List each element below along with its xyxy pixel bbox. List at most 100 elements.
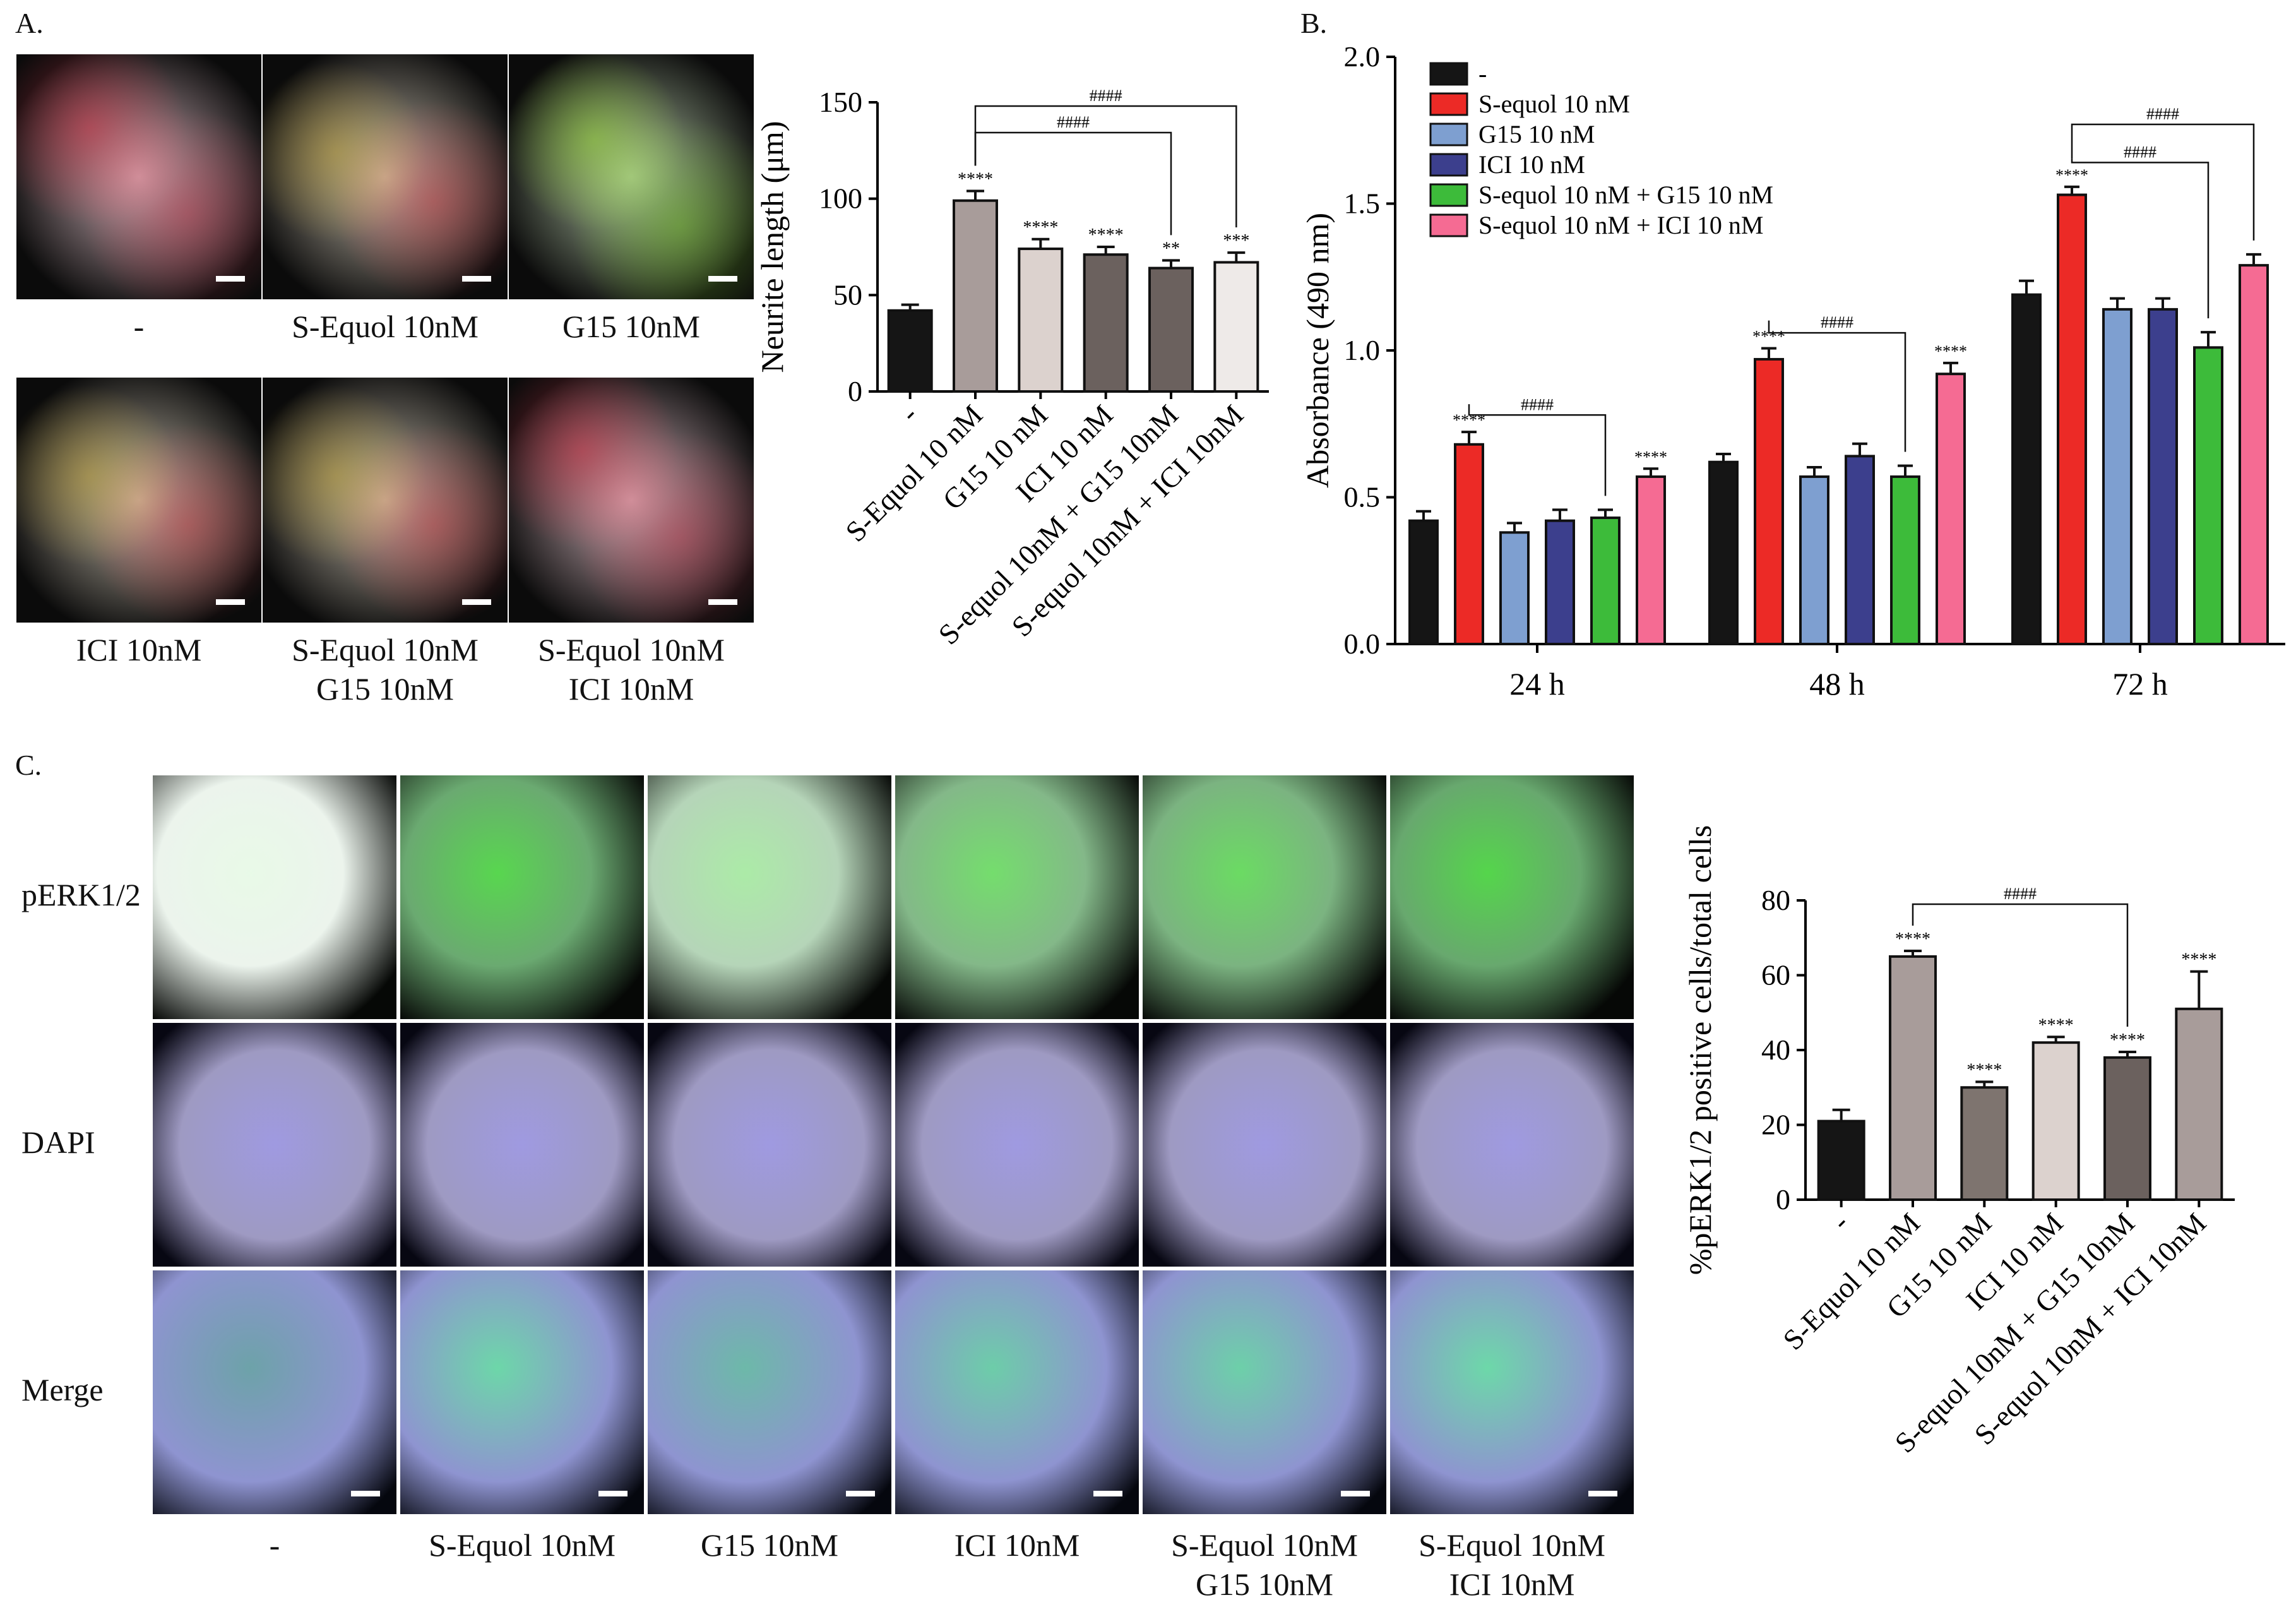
micrograph-c-dapi-5 xyxy=(1143,1023,1386,1267)
significance-label: **** xyxy=(1895,929,1930,949)
micrograph-a-label-line: G15 10nM xyxy=(316,671,455,707)
micrograph-a-label-line: ICI 10nM xyxy=(76,632,202,667)
bar xyxy=(1889,955,1937,1201)
x-tick-label: 24 h xyxy=(1509,666,1565,702)
micrograph-c-merge-3 xyxy=(648,1270,891,1514)
y-tick-label: 20 xyxy=(1761,1109,1790,1141)
micrograph-c-label-line: S-Equol 10nM xyxy=(1171,1527,1358,1563)
y-tick-label: 1.0 xyxy=(1344,334,1381,366)
micrograph-a-label-line: ICI 10nM xyxy=(568,671,694,707)
micrograph-c-label-line: S-Equol 10nM xyxy=(429,1527,616,1563)
micrograph-c-dapi-4 xyxy=(895,1023,1139,1267)
legend-swatch xyxy=(1429,62,1468,86)
bar xyxy=(887,309,933,393)
row-label-merge: Merge xyxy=(21,1372,104,1407)
micrograph-c-perk12-2 xyxy=(400,775,644,1019)
micrograph-c-dapi-1 xyxy=(153,1023,396,1267)
micrograph-c-merge-4 xyxy=(895,1270,1139,1514)
significance-label: **** xyxy=(2038,1015,2074,1035)
micrograph-c-perk12-3 xyxy=(648,775,891,1019)
bracket-label: #### xyxy=(1821,313,1853,331)
x-tick-label: 72 h xyxy=(2112,666,2168,702)
bar xyxy=(1545,519,1575,646)
micrograph-a-label-line: G15 10nM xyxy=(562,309,701,344)
significance-bracket xyxy=(1468,404,1607,496)
micrograph-a-label-line: S-Equol 10nM xyxy=(538,632,725,667)
significance-label: **** xyxy=(1966,1060,2002,1080)
micrograph-a-label: S-Equol 10nM ICI 10nM xyxy=(509,630,754,708)
y-tick-label: 80 xyxy=(1761,884,1790,916)
micrograph-a-1 xyxy=(16,54,261,299)
bar xyxy=(953,199,998,393)
micrograph-a-label-line: S-Equol 10nM xyxy=(292,309,479,344)
micrograph-c-merge-6 xyxy=(1390,1270,1634,1514)
y-axis-label: Neurite length (μm) xyxy=(754,121,790,373)
significance-label: **** xyxy=(1934,342,1967,361)
bar xyxy=(1083,253,1129,393)
micrograph-c-dapi-2 xyxy=(400,1023,644,1267)
y-axis-label: %pERK1/2 positive cells/total cells xyxy=(1682,825,1718,1275)
legend-label: S-equol 10 nM + G15 10 nM xyxy=(1478,181,1773,209)
micrograph-a-label: S-Equol 10nM G15 10nM xyxy=(263,630,508,708)
micrograph-c-label-line: ICI 10nM xyxy=(954,1527,1080,1563)
y-tick-label: 0 xyxy=(1776,1183,1790,1215)
bar xyxy=(2102,307,2132,645)
y-tick-label: 60 xyxy=(1761,959,1790,991)
bar xyxy=(1454,443,1484,645)
significance-bracket xyxy=(2071,123,2255,241)
legend-swatch xyxy=(1429,122,1468,146)
micrograph-a-3 xyxy=(509,54,754,299)
y-axis-label: Absorbance (490 nm) xyxy=(1300,213,1335,488)
micrograph-c-label: ICI 10nM xyxy=(895,1525,1139,1565)
bar xyxy=(2057,193,2087,646)
significance-label: *** xyxy=(1223,231,1249,251)
micrograph-c-perk12-6 xyxy=(1390,775,1634,1019)
micrograph-c-perk12-5 xyxy=(1143,775,1386,1019)
row-label-dapi: DAPI xyxy=(21,1125,95,1160)
scale-bar xyxy=(462,276,491,282)
scale-bar xyxy=(462,599,491,605)
bar xyxy=(2031,1041,2080,1201)
micrograph-c-label: S-Equol 10nM G15 10nM xyxy=(1143,1525,1386,1604)
micrograph-a-label: G15 10nM xyxy=(509,307,754,346)
scale-bar xyxy=(1341,1491,1370,1496)
legend-label: S-equol 10 nM xyxy=(1478,90,1630,118)
micrograph-c-label: S-Equol 10nM xyxy=(400,1525,644,1565)
significance-label: **** xyxy=(2055,166,2088,184)
bar xyxy=(2193,346,2223,645)
significance-label: **** xyxy=(1088,225,1124,245)
bar xyxy=(2103,1056,2151,1201)
micrograph-c-label-line: G15 10nM xyxy=(700,1527,839,1563)
scale-bar xyxy=(708,276,737,282)
micrograph-a-label-line: - xyxy=(133,309,145,344)
micrograph-c-label-line: S-Equol 10nM xyxy=(1419,1527,1605,1563)
bar xyxy=(1408,519,1439,646)
y-tick-label: 2.0 xyxy=(1344,40,1381,73)
significance-bracket xyxy=(1768,320,1906,452)
bar xyxy=(1213,261,1259,393)
x-tick-label: - xyxy=(894,398,924,428)
panel-b-letter: B. xyxy=(1300,7,1328,39)
bracket-label: #### xyxy=(1521,395,1554,414)
bar xyxy=(1590,516,1621,645)
legend-swatch xyxy=(1429,153,1468,177)
perk-positive-chart: 0 20 40 60 80 %pERK1/2 positive cells/total c… xyxy=(1682,825,2235,1459)
y-tick-label: 40 xyxy=(1761,1034,1790,1066)
bar xyxy=(1148,266,1194,393)
micrograph-c-label: S-Equol 10nM ICI 10nM xyxy=(1390,1525,1634,1604)
micrograph-c-merge-1 xyxy=(153,1270,396,1514)
bar xyxy=(2239,264,2269,645)
micrograph-a-6 xyxy=(509,378,754,623)
scale-bar xyxy=(216,276,245,282)
bar xyxy=(1960,1086,2009,1201)
bar xyxy=(1936,373,1966,645)
legend-swatch xyxy=(1429,92,1468,116)
bar xyxy=(2148,307,2178,645)
scale-bar xyxy=(216,599,245,605)
absorbance-chart: 0.0 0.5 1.0 1.5 2.0 Absorbance (490 nm) **** **… xyxy=(1300,40,2285,702)
significance-label: **** xyxy=(1634,448,1667,466)
y-tick-label: 0 xyxy=(848,375,862,407)
x-tick-label: 48 h xyxy=(1809,666,1865,702)
bar xyxy=(1499,531,1530,645)
micrograph-c-label: G15 10nM xyxy=(648,1525,891,1565)
